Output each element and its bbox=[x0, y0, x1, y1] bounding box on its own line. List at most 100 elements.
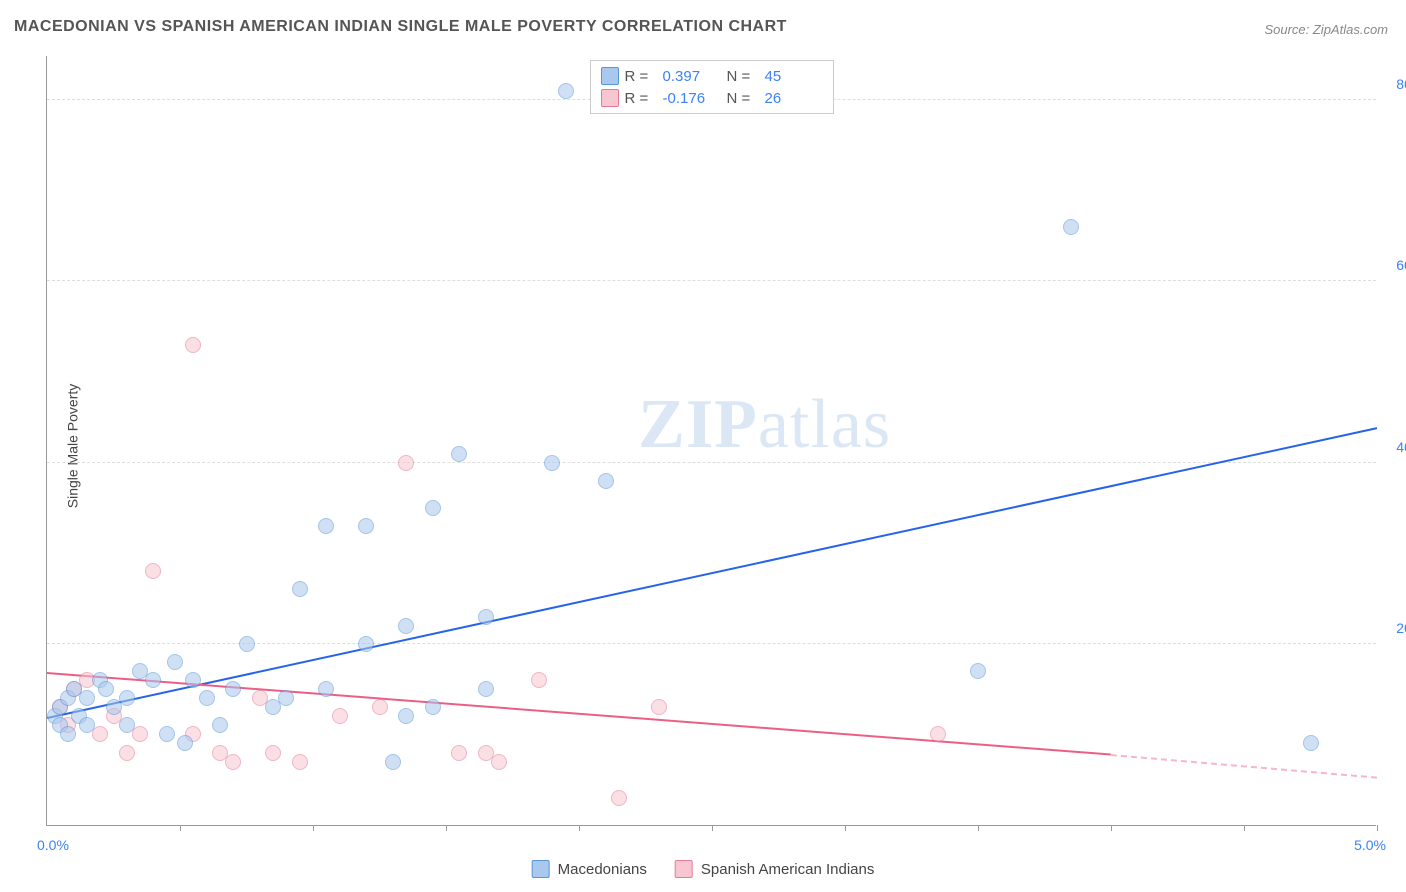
r-label: R = bbox=[625, 68, 657, 85]
data-point bbox=[145, 563, 161, 579]
x-tick bbox=[1377, 825, 1378, 831]
chart-title: MACEDONIAN VS SPANISH AMERICAN INDIAN SI… bbox=[14, 18, 787, 36]
data-point bbox=[1063, 219, 1079, 235]
data-point bbox=[451, 745, 467, 761]
data-point bbox=[558, 83, 574, 99]
data-point bbox=[98, 681, 114, 697]
legend-swatch-pink-icon bbox=[601, 89, 619, 107]
source-attribution: Source: ZipAtlas.com bbox=[1264, 22, 1388, 37]
data-point bbox=[385, 754, 401, 770]
data-point bbox=[60, 726, 76, 742]
x-tick bbox=[1111, 825, 1112, 831]
data-point bbox=[425, 699, 441, 715]
legend-label-1: Macedonians bbox=[558, 861, 647, 878]
data-point bbox=[119, 745, 135, 761]
data-point bbox=[318, 681, 334, 697]
data-point bbox=[292, 581, 308, 597]
data-point bbox=[970, 663, 986, 679]
x-axis-min-label: 0.0% bbox=[37, 837, 69, 853]
n-label: N = bbox=[727, 90, 759, 107]
data-point bbox=[531, 672, 547, 688]
data-point bbox=[265, 745, 281, 761]
x-axis-max-label: 5.0% bbox=[1354, 837, 1386, 853]
legend-label-2: Spanish American Indians bbox=[701, 861, 874, 878]
data-point bbox=[212, 717, 228, 733]
data-point bbox=[451, 446, 467, 462]
legend-item-1: Macedonians bbox=[532, 860, 647, 878]
data-point bbox=[225, 681, 241, 697]
x-tick bbox=[180, 825, 181, 831]
gridline bbox=[47, 280, 1376, 281]
data-point bbox=[278, 690, 294, 706]
x-tick bbox=[978, 825, 979, 831]
data-point bbox=[1303, 735, 1319, 751]
data-point bbox=[79, 690, 95, 706]
data-point bbox=[930, 726, 946, 742]
correlation-legend: R = 0.397 N = 45 R = -0.176 N = 26 bbox=[590, 60, 834, 114]
data-point bbox=[177, 735, 193, 751]
gridline bbox=[47, 462, 1376, 463]
data-point bbox=[398, 455, 414, 471]
legend-swatch-blue-icon bbox=[601, 67, 619, 85]
trendline bbox=[1111, 754, 1377, 779]
y-tick-label: 40.0% bbox=[1381, 439, 1406, 455]
data-point bbox=[491, 754, 507, 770]
trendline bbox=[47, 427, 1377, 719]
data-point bbox=[372, 699, 388, 715]
x-tick bbox=[579, 825, 580, 831]
data-point bbox=[398, 708, 414, 724]
data-point bbox=[132, 726, 148, 742]
x-tick bbox=[313, 825, 314, 831]
r-value-1: 0.397 bbox=[663, 68, 721, 85]
watermark-bold: ZIP bbox=[638, 386, 758, 463]
data-point bbox=[358, 518, 374, 534]
data-point bbox=[332, 708, 348, 724]
data-point bbox=[478, 609, 494, 625]
chart-container: MACEDONIAN VS SPANISH AMERICAN INDIAN SI… bbox=[0, 0, 1406, 892]
correlation-row-1: R = 0.397 N = 45 bbox=[601, 65, 823, 87]
data-point bbox=[79, 717, 95, 733]
watermark-rest: atlas bbox=[758, 386, 891, 463]
data-point bbox=[318, 518, 334, 534]
data-point bbox=[598, 473, 614, 489]
trendline bbox=[47, 672, 1111, 756]
data-point bbox=[611, 790, 627, 806]
data-point bbox=[145, 672, 161, 688]
legend-swatch-pink-icon bbox=[675, 860, 693, 878]
y-tick-label: 20.0% bbox=[1381, 620, 1406, 636]
data-point bbox=[544, 455, 560, 471]
data-point bbox=[119, 690, 135, 706]
x-tick bbox=[1244, 825, 1245, 831]
n-label: N = bbox=[727, 68, 759, 85]
legend-swatch-blue-icon bbox=[532, 860, 550, 878]
data-point bbox=[92, 726, 108, 742]
data-point bbox=[398, 618, 414, 634]
data-point bbox=[159, 726, 175, 742]
y-tick-label: 60.0% bbox=[1381, 257, 1406, 273]
r-value-2: -0.176 bbox=[663, 90, 721, 107]
y-tick-label: 80.0% bbox=[1381, 76, 1406, 92]
series-legend: Macedonians Spanish American Indians bbox=[532, 860, 875, 878]
x-tick bbox=[446, 825, 447, 831]
correlation-row-2: R = -0.176 N = 26 bbox=[601, 87, 823, 109]
r-label: R = bbox=[625, 90, 657, 107]
data-point bbox=[185, 337, 201, 353]
legend-item-2: Spanish American Indians bbox=[675, 860, 874, 878]
data-point bbox=[478, 681, 494, 697]
data-point bbox=[239, 636, 255, 652]
data-point bbox=[425, 500, 441, 516]
data-point bbox=[167, 654, 183, 670]
data-point bbox=[651, 699, 667, 715]
data-point bbox=[185, 672, 201, 688]
data-point bbox=[225, 754, 241, 770]
n-value-1: 45 bbox=[765, 68, 823, 85]
n-value-2: 26 bbox=[765, 90, 823, 107]
x-tick bbox=[712, 825, 713, 831]
x-tick bbox=[845, 825, 846, 831]
data-point bbox=[119, 717, 135, 733]
plot-area: ZIPatlas R = 0.397 N = 45 R = -0.176 N =… bbox=[46, 56, 1376, 826]
data-point bbox=[358, 636, 374, 652]
data-point bbox=[292, 754, 308, 770]
watermark: ZIPatlas bbox=[638, 385, 891, 465]
data-point bbox=[199, 690, 215, 706]
